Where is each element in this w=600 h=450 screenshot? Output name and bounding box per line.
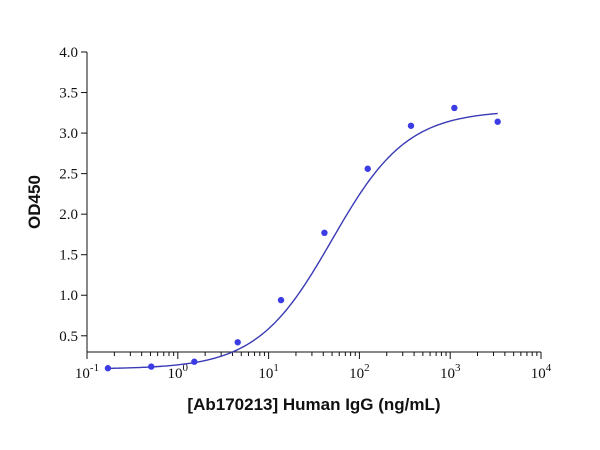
data-points (104, 104, 501, 372)
data-point (321, 229, 328, 237)
y-tick-label: 2.5 (59, 167, 78, 183)
x-tick-label: 100 (168, 362, 189, 382)
data-point (191, 358, 198, 365)
y-tick-label: 3.0 (59, 126, 78, 142)
x-ticks: 10-1 100 101 102 103 104 (75, 352, 552, 382)
y-tick-label: 1.0 (59, 288, 78, 304)
x-tick-label: 104 (531, 362, 552, 382)
y-axis-title: OD450 (25, 175, 44, 229)
data-point (407, 122, 415, 129)
x-tick-base: 10 (349, 366, 364, 382)
data-point (234, 339, 241, 346)
y-tick-label: 3.5 (59, 86, 78, 102)
fit-curve (107, 112, 498, 370)
x-tick-base: 10 (440, 366, 455, 382)
y-tick-label: 0.5 (59, 329, 78, 345)
x-tick-label: 102 (349, 362, 370, 382)
data-point (494, 118, 501, 125)
y-ticks: 0.5 1.0 1.5 2.0 2.5 3.0 3.5 4.0 (59, 45, 87, 345)
x-tick-exponent: 2 (364, 362, 370, 374)
x-tick-exponent: 4 (546, 362, 552, 374)
x-tick-base: 10 (75, 366, 90, 382)
data-point (104, 365, 112, 372)
data-point (451, 104, 458, 112)
data-point (364, 165, 371, 172)
y-tick-label: 1.5 (59, 248, 78, 264)
y-tick-label: 4.0 (59, 45, 78, 61)
x-tick-label: 101 (258, 362, 279, 382)
x-tick-base: 10 (258, 366, 273, 382)
x-tick-exponent: 3 (455, 362, 461, 374)
x-tick-label: 10-1 (75, 362, 99, 382)
x-tick-label: 103 (440, 362, 461, 382)
data-point (148, 363, 155, 370)
x-tick-base: 10 (168, 366, 183, 382)
x-axis-title: [Ab170213] Human IgG (ng/mL) (187, 395, 440, 414)
x-tick-exponent: 1 (273, 362, 279, 374)
x-tick-exponent: 0 (183, 362, 189, 374)
y-tick-label: 2.0 (59, 207, 78, 223)
x-tick-base: 10 (531, 366, 546, 382)
x-tick-exponent: -1 (90, 362, 99, 374)
data-point (277, 296, 285, 304)
